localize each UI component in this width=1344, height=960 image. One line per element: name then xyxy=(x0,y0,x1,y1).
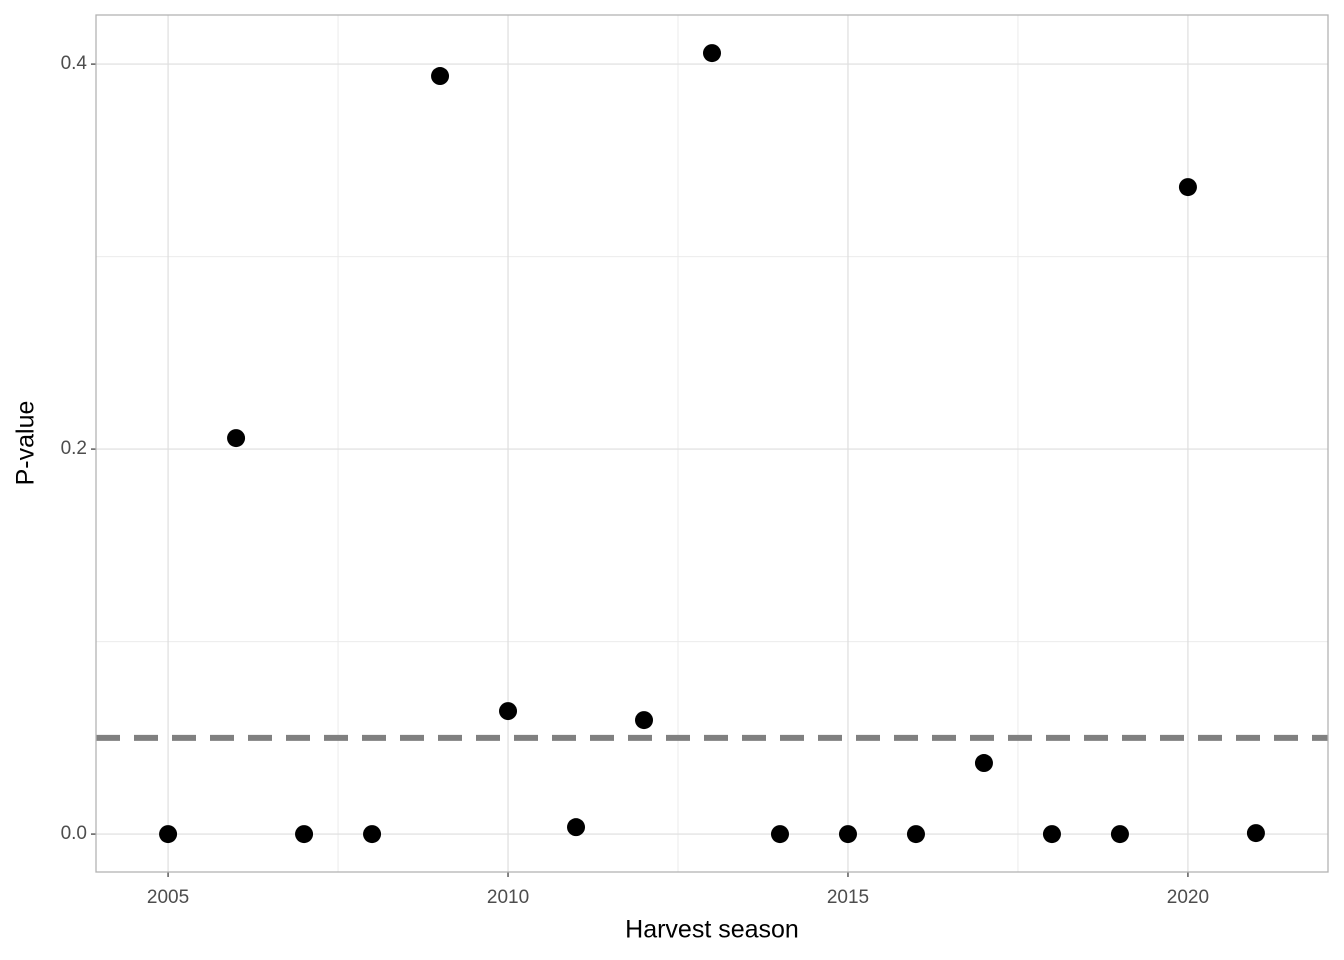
point xyxy=(567,818,586,837)
x-tick-label: 2015 xyxy=(827,887,869,908)
x-axis-title: Harvest season xyxy=(625,916,799,944)
x-tick-label: 2010 xyxy=(487,887,529,908)
point xyxy=(295,825,314,844)
point xyxy=(363,825,382,844)
point xyxy=(227,429,246,448)
point xyxy=(906,825,925,844)
point xyxy=(770,825,789,844)
point xyxy=(1246,824,1265,843)
y-tick-label: 0.0 xyxy=(61,823,87,844)
point xyxy=(159,825,178,844)
y-tick-label: 0.4 xyxy=(61,53,88,74)
point xyxy=(974,754,993,773)
point xyxy=(635,711,654,730)
point xyxy=(431,67,450,86)
point xyxy=(1042,825,1061,844)
point xyxy=(499,702,518,721)
x-tick-label: 2005 xyxy=(147,887,189,908)
point xyxy=(1178,178,1197,197)
y-tick-label: 0.2 xyxy=(61,438,87,459)
y-axis-title: P-value xyxy=(12,401,40,486)
point xyxy=(703,44,721,63)
x-tick-label: 2020 xyxy=(1167,887,1209,908)
point xyxy=(838,825,857,844)
panel-border xyxy=(95,14,1329,873)
point xyxy=(1110,825,1129,844)
